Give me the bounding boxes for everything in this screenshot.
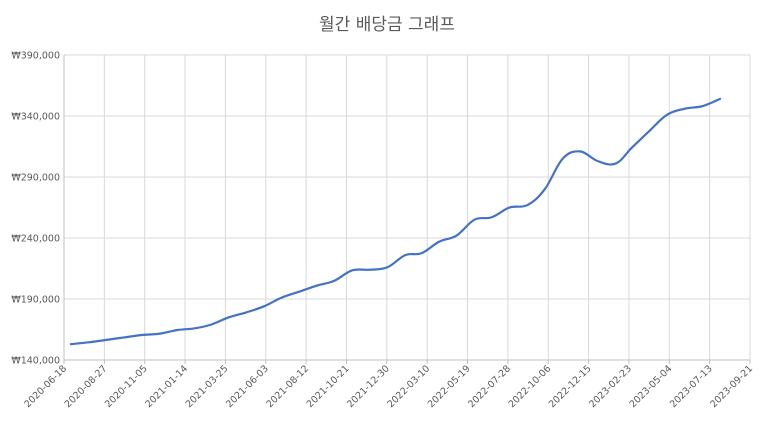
series-layer [69,97,722,346]
y-tick-label: ₩140,000 [11,356,60,367]
axes [63,55,751,364]
x-tick-label: 2023-09-21 [708,363,755,410]
y-tick-label: ₩240,000 [11,234,60,245]
y-axis-ticks: ₩140,000 ₩190,000 ₩240,000 ₩290,000 ₩340,000… [11,51,60,367]
y-tick-label: ₩190,000 [11,295,60,306]
series-line [69,97,722,346]
chart-title: 월간 배당금 그래프 [319,15,455,35]
x-axis-ticks: 2020-06-182020-08-272020-11-052021-01-14… [22,363,755,410]
y-tick-label: ₩290,000 [11,173,60,184]
y-tick-label: ₩390,000 [11,51,60,62]
gridlines [64,54,751,360]
y-tick-label: ₩340,000 [11,112,60,123]
